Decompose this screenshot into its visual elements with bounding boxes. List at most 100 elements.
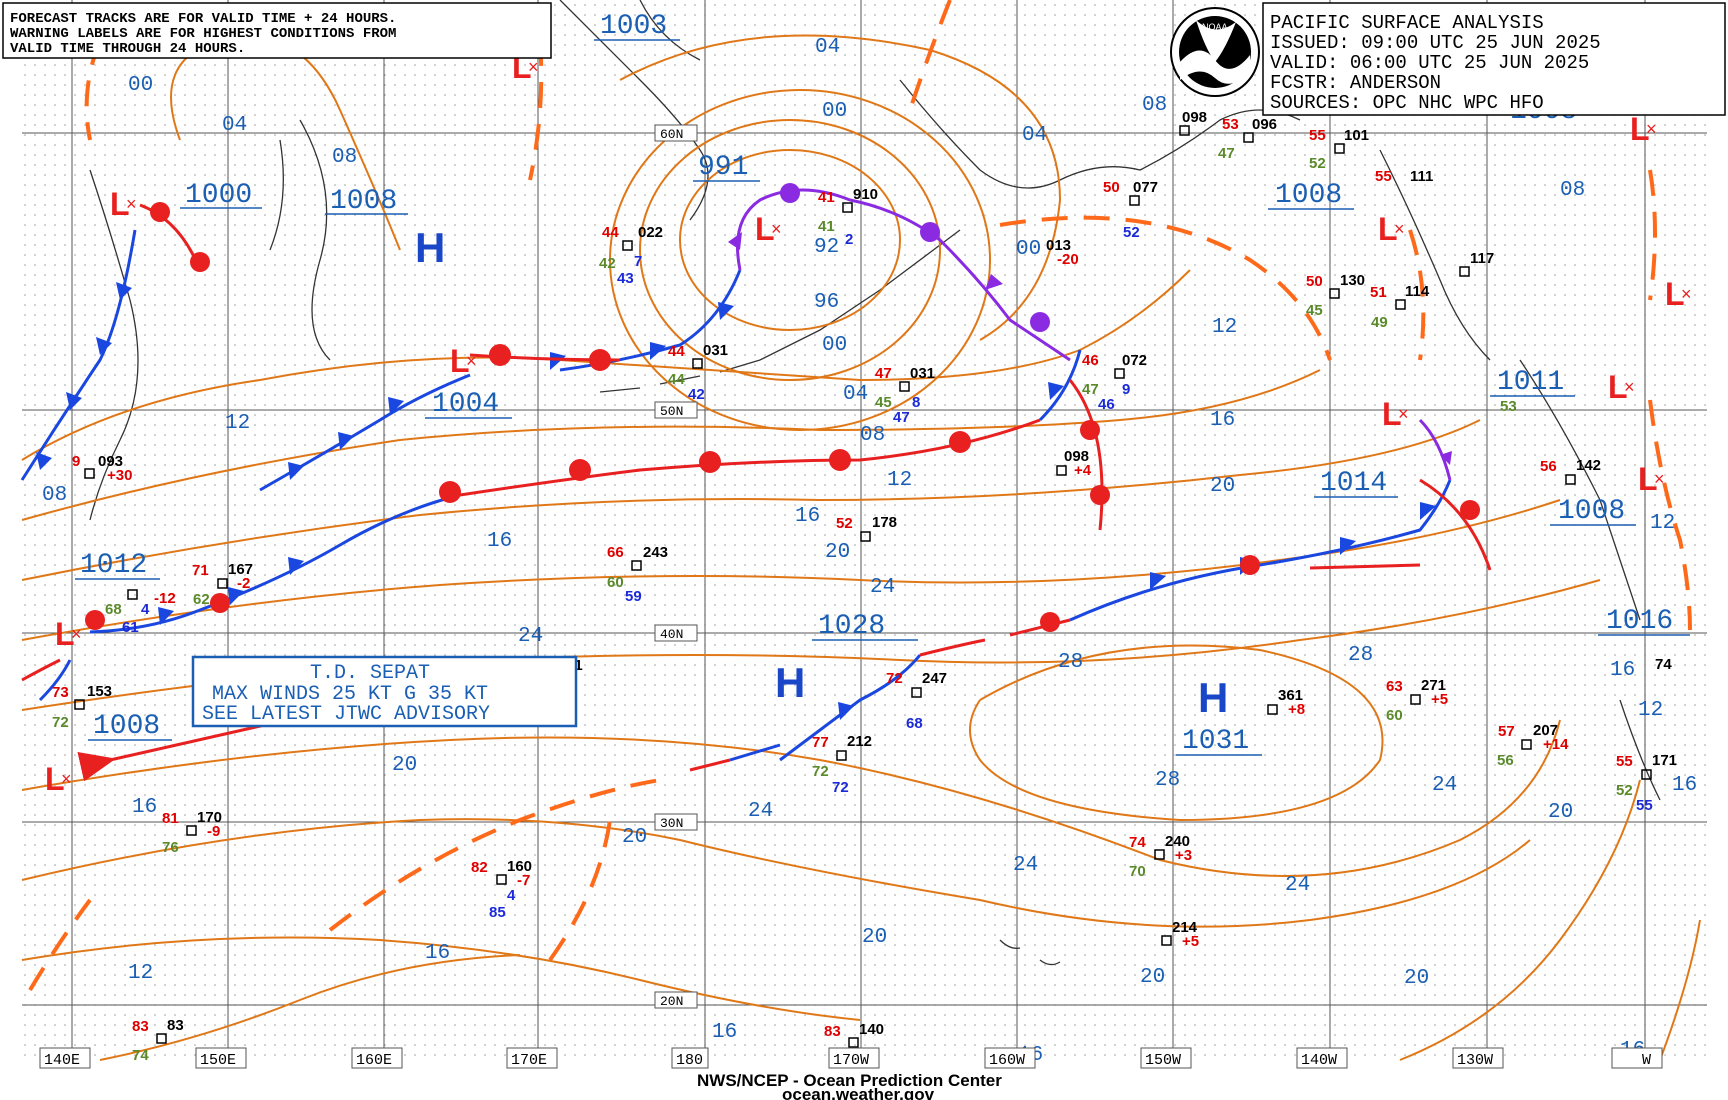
- svg-text:×: ×: [126, 194, 137, 214]
- svg-text:×: ×: [771, 219, 782, 239]
- svg-text:68: 68: [906, 715, 923, 732]
- svg-text:83: 83: [167, 1017, 184, 1034]
- pressure-label: 1000: [185, 180, 252, 211]
- svg-text:013: 013: [1046, 237, 1071, 254]
- isobar-label: 24: [1432, 774, 1457, 797]
- svg-text:52: 52: [1309, 155, 1326, 172]
- svg-text:47: 47: [1082, 381, 1099, 398]
- svg-text:×: ×: [1654, 469, 1665, 489]
- svg-text:46: 46: [1098, 396, 1115, 413]
- occluded-symbols: [728, 183, 1452, 465]
- pressure-labels: 1008 1028 1031 1000 1004 991 1003 1012 1…: [80, 11, 1673, 757]
- svg-text:L: L: [1665, 276, 1685, 312]
- svg-text:111: 111: [1410, 168, 1433, 185]
- pressure-label: 1008: [1275, 180, 1342, 211]
- svg-text:170E: 170E: [511, 1052, 547, 1069]
- isobar-label: 24: [1013, 854, 1038, 877]
- footer-url: ocean.weather.gov: [782, 1085, 935, 1100]
- svg-text:910: 910: [853, 186, 878, 203]
- isobar-label: 04: [222, 114, 247, 137]
- pressure-label: 1031: [1182, 726, 1249, 757]
- svg-text:4: 4: [141, 601, 150, 618]
- isobar-label: 08: [1142, 94, 1167, 117]
- isobar-label: 12: [1650, 512, 1675, 535]
- svg-text:44: 44: [668, 371, 685, 388]
- notice-line: FORECAST TRACKS ARE FOR VALID TIME + 24 …: [10, 11, 396, 27]
- svg-text:240: 240: [1165, 833, 1190, 850]
- svg-text:L: L: [1638, 461, 1658, 497]
- svg-text:4: 4: [507, 887, 516, 904]
- isobar-label: 16: [487, 530, 512, 553]
- svg-text:214: 214: [1172, 919, 1198, 936]
- low-symbols: L× L× L× L× L× L× L× L× L× L× L× L×: [45, 49, 1692, 797]
- isobar-label: 20: [862, 926, 887, 949]
- isobar-label: 00: [1016, 238, 1041, 261]
- isobar-label: 16: [132, 796, 157, 819]
- svg-text:W: W: [1642, 1052, 1651, 1069]
- svg-text:60: 60: [1386, 707, 1403, 724]
- svg-text:×: ×: [61, 769, 72, 789]
- svg-text:L: L: [110, 186, 130, 222]
- svg-text:L: L: [1608, 369, 1628, 405]
- svg-text:142: 142: [1576, 457, 1601, 474]
- svg-text:57: 57: [1498, 723, 1515, 740]
- isobar-label: 20: [1404, 967, 1429, 990]
- svg-text:L: L: [1378, 211, 1398, 247]
- pressure-label: 1016: [1606, 606, 1673, 637]
- svg-text:63: 63: [1386, 678, 1403, 695]
- svg-text:60N: 60N: [660, 127, 683, 142]
- latlon-grid: [22, 0, 1707, 1060]
- svg-text:140E: 140E: [44, 1052, 80, 1069]
- svg-text:×: ×: [1398, 404, 1409, 424]
- svg-text:212: 212: [847, 733, 872, 750]
- svg-text:68: 68: [105, 601, 122, 618]
- svg-text:117: 117: [1470, 250, 1494, 267]
- svg-text:150W: 150W: [1145, 1052, 1181, 1069]
- header-title: PACIFIC SURFACE ANALYSIS: [1270, 12, 1544, 34]
- svg-text:×: ×: [528, 57, 539, 77]
- high-symbol-1028: H: [775, 659, 805, 706]
- svg-text:180: 180: [676, 1052, 703, 1069]
- svg-text:50: 50: [1103, 179, 1120, 196]
- svg-text:50: 50: [1306, 273, 1323, 290]
- isobar-label: 16: [425, 942, 450, 965]
- high-symbol-1008: H: [415, 224, 445, 271]
- svg-text:82: 82: [471, 859, 488, 876]
- svg-text:51: 51: [1370, 284, 1387, 301]
- svg-text:66: 66: [607, 544, 624, 561]
- svg-text:271: 271: [1421, 677, 1446, 694]
- isobar-labels: 00 04 08 04 00 04 08 00 92 96 00 04 08 1…: [42, 36, 1697, 1067]
- pressure-label: 1012: [80, 550, 147, 581]
- svg-text:-2: -2: [237, 575, 250, 592]
- svg-text:178: 178: [872, 514, 897, 531]
- svg-text:8: 8: [912, 394, 920, 411]
- isobar-label: 04: [1022, 124, 1047, 147]
- isobar-label: 16: [1210, 409, 1235, 432]
- svg-text:85: 85: [489, 904, 506, 921]
- svg-text:031: 031: [703, 342, 728, 359]
- occluded-fronts: [736, 188, 1452, 481]
- svg-text:55: 55: [1375, 168, 1392, 185]
- svg-text:56: 56: [1497, 752, 1514, 769]
- svg-text:60: 60: [607, 574, 624, 591]
- isobar-label: 04: [815, 36, 840, 59]
- svg-text:83: 83: [824, 1023, 841, 1040]
- isobar-label: 00: [822, 334, 847, 357]
- svg-text:×: ×: [1624, 377, 1635, 397]
- notice-line: WARNING LABELS ARE FOR HIGHEST CONDITION…: [10, 26, 396, 42]
- svg-text:40N: 40N: [660, 627, 683, 642]
- coastlines: [89, 0, 1661, 966]
- latitude-labels: 60N 50N 40N 30N 20N: [654, 124, 698, 1009]
- svg-text:114: 114: [1405, 283, 1430, 300]
- svg-text:171: 171: [1652, 752, 1677, 769]
- svg-text:130W: 130W: [1457, 1052, 1493, 1069]
- isobar-label: 12: [887, 469, 912, 492]
- svg-text:42: 42: [688, 386, 705, 403]
- pressure-label: 1008: [93, 711, 160, 742]
- svg-text:52: 52: [1123, 224, 1140, 241]
- tropical-advisory: SEE LATEST JTWC ADVISORY: [202, 703, 490, 726]
- svg-text:55: 55: [1616, 753, 1633, 770]
- svg-text:+5: +5: [1182, 933, 1199, 950]
- isobar-label: 28: [1348, 644, 1373, 667]
